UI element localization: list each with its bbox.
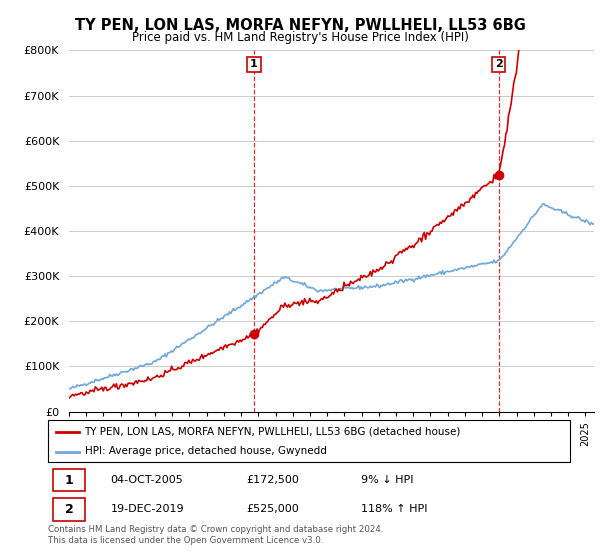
- Text: 9% ↓ HPI: 9% ↓ HPI: [361, 475, 414, 485]
- Text: £525,000: £525,000: [247, 505, 299, 515]
- FancyBboxPatch shape: [53, 469, 85, 491]
- Text: 19-DEC-2019: 19-DEC-2019: [110, 505, 184, 515]
- Text: 1: 1: [65, 474, 73, 487]
- Text: 2: 2: [495, 59, 503, 69]
- FancyBboxPatch shape: [53, 498, 85, 521]
- Text: HPI: Average price, detached house, Gwynedd: HPI: Average price, detached house, Gwyn…: [85, 446, 326, 456]
- Text: TY PEN, LON LAS, MORFA NEFYN, PWLLHELI, LL53 6BG (detached house): TY PEN, LON LAS, MORFA NEFYN, PWLLHELI, …: [85, 427, 461, 437]
- Text: 1: 1: [250, 59, 258, 69]
- Text: Contains HM Land Registry data © Crown copyright and database right 2024.
This d: Contains HM Land Registry data © Crown c…: [48, 525, 383, 545]
- Text: 2: 2: [65, 503, 73, 516]
- Text: Price paid vs. HM Land Registry's House Price Index (HPI): Price paid vs. HM Land Registry's House …: [131, 31, 469, 44]
- Text: 118% ↑ HPI: 118% ↑ HPI: [361, 505, 428, 515]
- Text: TY PEN, LON LAS, MORFA NEFYN, PWLLHELI, LL53 6BG: TY PEN, LON LAS, MORFA NEFYN, PWLLHELI, …: [74, 18, 526, 33]
- Text: 04-OCT-2005: 04-OCT-2005: [110, 475, 184, 485]
- FancyBboxPatch shape: [48, 420, 570, 462]
- Text: £172,500: £172,500: [247, 475, 299, 485]
